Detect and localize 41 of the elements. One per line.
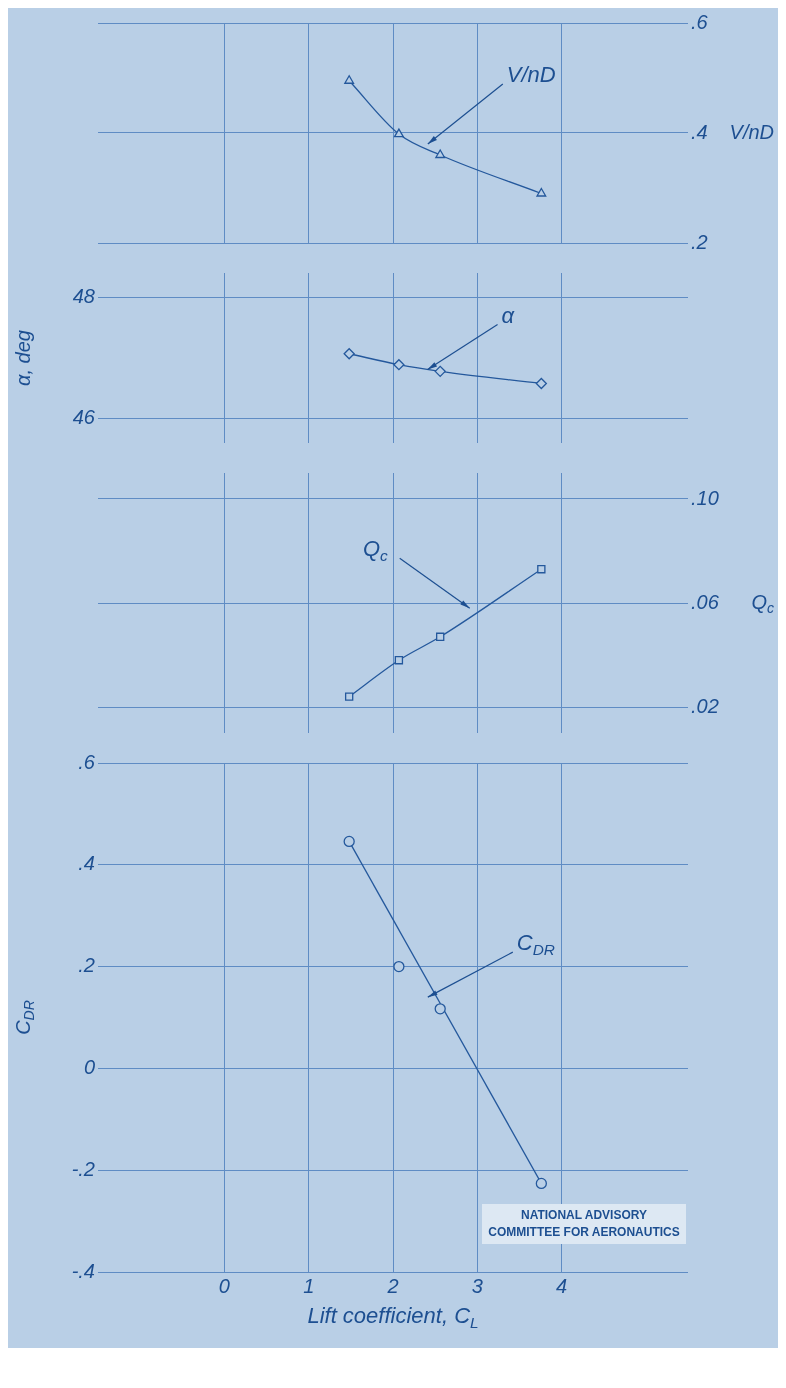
x-tick-label: 1: [303, 1274, 315, 1297]
point: [344, 692, 354, 701]
y2-tick-label: .10: [691, 486, 719, 509]
point: [436, 632, 445, 641]
y-tick-label: -.4: [71, 1259, 95, 1282]
y-tick-label: .2: [78, 954, 95, 977]
y-tick-label: -.2: [71, 1157, 95, 1180]
y2-tick-label: .2: [691, 230, 708, 253]
x-tick-label: 0: [218, 1274, 230, 1297]
point: [344, 75, 355, 84]
point: [434, 365, 446, 378]
point: [537, 565, 546, 574]
point: [393, 128, 404, 138]
y2-axis-title: V/nD: [729, 120, 775, 143]
x-tick-label: 2: [386, 1274, 399, 1297]
point: [393, 359, 405, 371]
y2-tick-label: .06: [691, 590, 720, 613]
y-tick-label: 0: [83, 1055, 95, 1078]
x-tick-label: 3: [471, 1274, 483, 1297]
point: [435, 149, 446, 159]
y2-tick-label: .02: [691, 694, 719, 717]
y-tick-label: 46: [72, 406, 96, 429]
y2-tick-label: .6: [691, 10, 709, 33]
point: [434, 1003, 446, 1015]
annotation: α: [501, 302, 516, 328]
y-tick-label: .4: [78, 852, 95, 875]
point: [343, 348, 355, 360]
y-tick-label: .6: [78, 750, 96, 773]
point: [393, 960, 405, 973]
point: [536, 187, 547, 197]
point: [535, 377, 547, 390]
y-tick-label: 48: [72, 284, 95, 307]
point: [343, 835, 355, 848]
annotation: V/nD: [506, 62, 556, 88]
point: [535, 1177, 547, 1190]
annotation: NATIONAL ADVISORY COMMITTEE FOR AERONAUTICS: [488, 1208, 680, 1240]
point: [394, 656, 404, 665]
y2-tick-label: .4: [691, 120, 708, 143]
y-axis-title: α, deg: [11, 330, 34, 386]
x-tick-label: 4: [556, 1274, 568, 1297]
y-axis-title: CDR: [11, 1000, 37, 1035]
